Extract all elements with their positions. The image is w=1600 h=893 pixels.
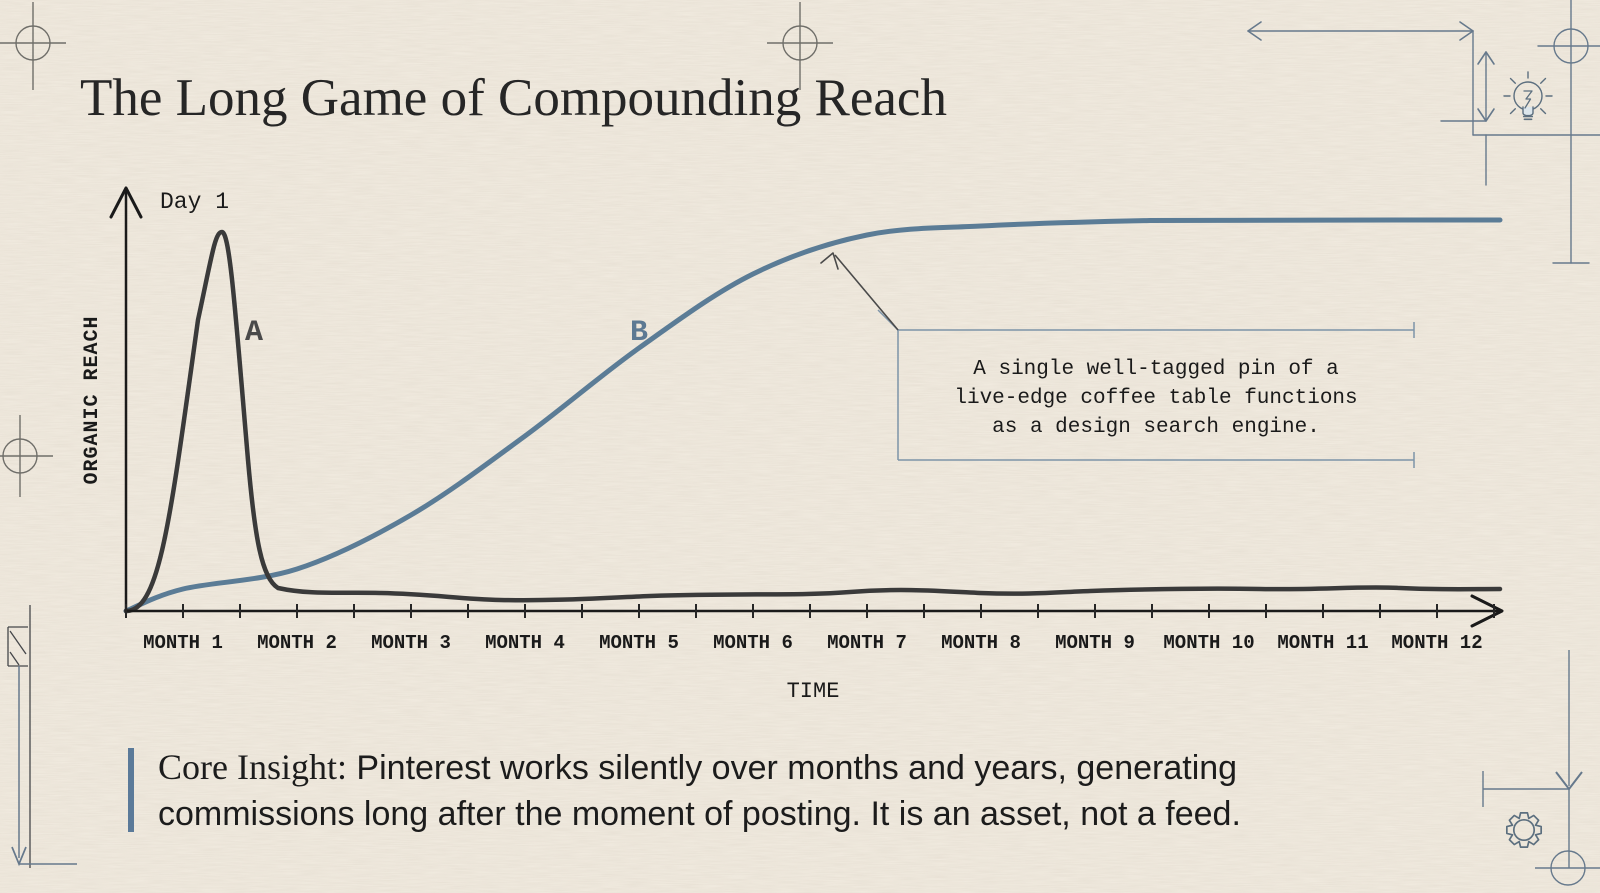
svg-text:MONTH 8: MONTH 8: [941, 632, 1021, 654]
svg-text:MONTH 4: MONTH 4: [485, 632, 565, 654]
svg-text:MONTH 5: MONTH 5: [599, 632, 679, 654]
svg-text:TIME: TIME: [787, 679, 840, 704]
svg-text:MONTH 3: MONTH 3: [371, 632, 451, 654]
svg-text:B: B: [630, 316, 648, 350]
svg-text:MONTH 2: MONTH 2: [257, 632, 337, 654]
svg-text:A: A: [245, 316, 263, 350]
svg-text:MONTH 11: MONTH 11: [1277, 632, 1368, 654]
svg-text:MONTH 6: MONTH 6: [713, 632, 793, 654]
svg-text:MONTH 7: MONTH 7: [827, 632, 907, 654]
svg-text:Day 1: Day 1: [160, 189, 229, 215]
svg-text:live-edge coffee table functio: live-edge coffee table functions: [954, 387, 1357, 410]
svg-text:MONTH 9: MONTH 9: [1055, 632, 1135, 654]
svg-text:MONTH 10: MONTH 10: [1163, 632, 1254, 654]
svg-text:MONTH 12: MONTH 12: [1391, 632, 1482, 654]
svg-text:MONTH 1: MONTH 1: [143, 632, 223, 654]
svg-text:A single well-tagged pin of a: A single well-tagged pin of a: [973, 358, 1338, 381]
svg-text:ORGANIC REACH: ORGANIC REACH: [81, 315, 104, 484]
svg-text:as a design search engine.: as a design search engine.: [992, 416, 1320, 439]
